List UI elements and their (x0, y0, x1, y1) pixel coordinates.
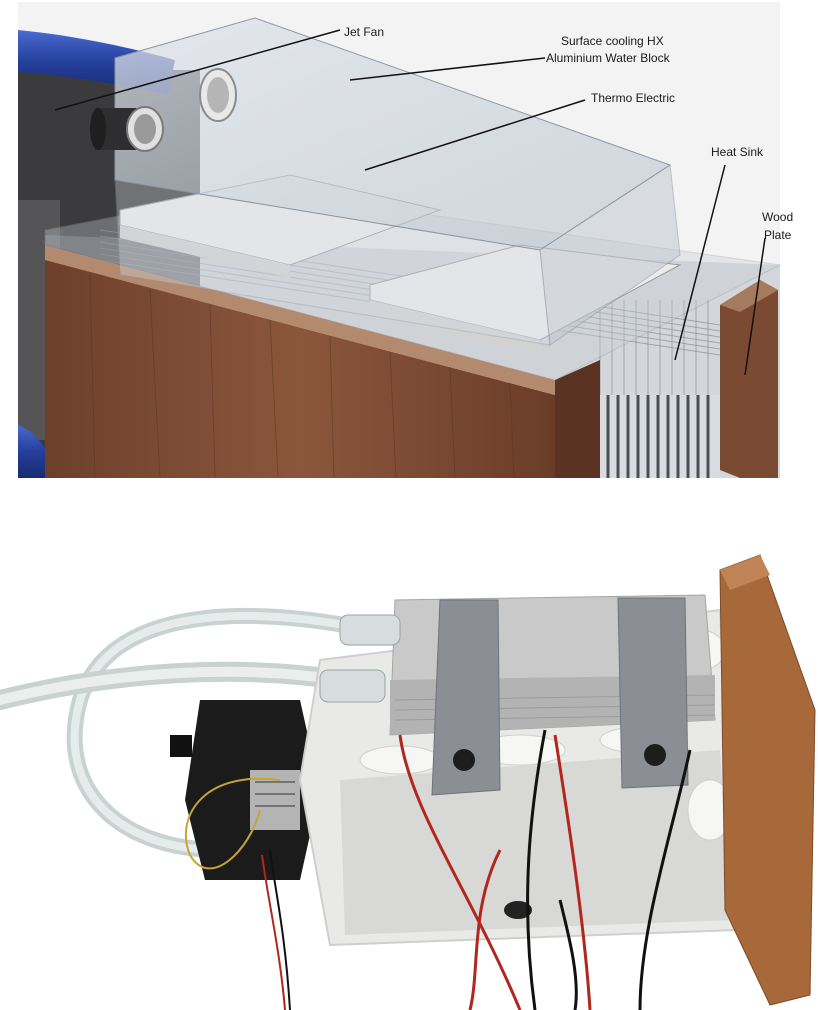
wood-plate (720, 280, 778, 478)
tec-wires (398, 729, 692, 1010)
prototype-photo (0, 550, 818, 1010)
water-block (114, 17, 681, 346)
label-surface-cooling-line2: Aluminium Water Block (546, 51, 671, 65)
wood-block-side (555, 360, 600, 478)
callout-lines (54, 29, 766, 376)
metal-brackets (431, 597, 689, 796)
wood-grain (89, 274, 515, 479)
wood-end-plate (719, 554, 816, 1006)
label-jet-fan: Jet Fan (344, 25, 384, 39)
cad-render-panel: Jet Fan Surface cooling HX Aluminium Wat… (0, 0, 818, 482)
wood-block-top-edge (45, 245, 555, 395)
wood-plate-top (720, 280, 778, 312)
wood-block-front (45, 260, 555, 478)
cad-render-image: Jet Fan Surface cooling HX Aluminium Wat… (18, 2, 793, 479)
label-surface-cooling-line1: Surface cooling HX (561, 34, 664, 48)
pump (170, 700, 320, 880)
pump-wires (185, 777, 291, 1010)
clear-tubes (0, 607, 378, 858)
label-wood-plate-line1: Wood (762, 210, 793, 224)
label-thermo-electric: Thermo Electric (591, 91, 675, 105)
label-heat-sink: Heat Sink (711, 145, 764, 159)
label-wood-plate-line2: Plate (764, 228, 792, 242)
heat-sink-fins (599, 300, 720, 478)
prototype-photo-panel (0, 550, 818, 1010)
water-ports (90, 68, 237, 152)
hose-fittings (319, 614, 401, 703)
